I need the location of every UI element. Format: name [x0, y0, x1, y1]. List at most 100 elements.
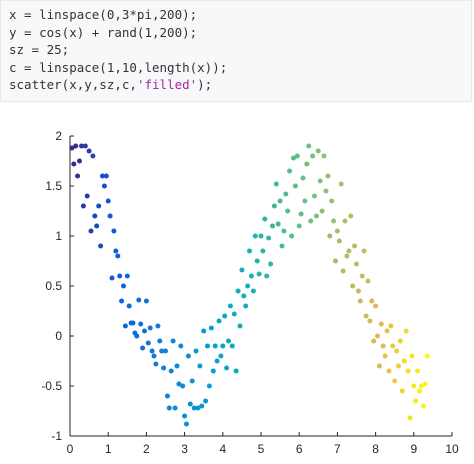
- scatter-point: [77, 158, 82, 164]
- scatter-point: [88, 228, 94, 234]
- scatter-point: [367, 318, 373, 324]
- scatter-point: [310, 153, 316, 159]
- scatter-point: [373, 303, 379, 309]
- scatter-point: [71, 161, 77, 167]
- scatter-point: [233, 368, 239, 374]
- scatter-point: [397, 338, 403, 344]
- scatter-point: [281, 228, 287, 234]
- scatter-point: [268, 261, 274, 267]
- scatter-point: [264, 273, 270, 279]
- scatter-point: [346, 248, 352, 254]
- scatter-point: [365, 278, 371, 284]
- scatter-point: [344, 253, 350, 259]
- scatter-point: [239, 267, 245, 273]
- scatter-point: [354, 261, 359, 267]
- scatter-point: [338, 181, 344, 187]
- scatter-point: [231, 311, 237, 317]
- scatter-point: [422, 381, 428, 387]
- scatter-point: [273, 181, 279, 187]
- scatter-point: [155, 323, 161, 329]
- scatter-point: [409, 353, 415, 359]
- scatter-point: [323, 188, 329, 194]
- scatter-point: [420, 403, 426, 409]
- scatter-point: [298, 211, 304, 217]
- scatter-point: [201, 328, 207, 334]
- scatter-point: [189, 378, 195, 384]
- scatter-point: [138, 321, 144, 327]
- scatter-point: [384, 328, 390, 334]
- scatter-point: [115, 253, 121, 259]
- scatter-point: [313, 213, 319, 219]
- scatter-point: [386, 368, 392, 374]
- y-tick-label: 1.5: [45, 179, 62, 193]
- scatter-point: [92, 213, 98, 219]
- x-tick-label: 7: [334, 442, 341, 456]
- x-tick-label: 5: [258, 442, 265, 456]
- code-line-4: c = linspace(1,10,length(x));: [9, 59, 228, 75]
- scatter-point: [159, 348, 165, 354]
- scatter-point: [82, 143, 88, 149]
- scatter-point: [334, 228, 340, 234]
- scatter-point: [350, 283, 356, 289]
- scatter-point: [394, 348, 400, 354]
- scatter-point: [361, 248, 367, 254]
- scatter-point: [396, 363, 401, 369]
- scatter-point: [117, 273, 123, 279]
- scatter-point: [336, 238, 342, 244]
- scatter-point: [94, 223, 100, 229]
- scatter-point: [136, 297, 142, 303]
- scatter-point: [235, 288, 241, 294]
- scatter-point: [80, 203, 86, 209]
- scatter-point: [174, 363, 180, 369]
- scatter-point: [306, 143, 312, 149]
- scatter-point: [122, 323, 128, 329]
- scatter-point: [388, 323, 394, 329]
- scatter-point: [222, 313, 228, 319]
- scatter-point: [392, 378, 398, 384]
- x-tick-label: 9: [410, 442, 417, 456]
- scatter-point: [371, 338, 377, 344]
- scatter-point: [359, 273, 365, 279]
- scatter-point: [149, 348, 155, 354]
- scatter-point: [75, 173, 81, 179]
- scatter-point: [98, 243, 104, 249]
- x-tick-label: 3: [181, 442, 188, 456]
- scatter-point: [248, 273, 254, 279]
- scatter-points: [69, 143, 430, 427]
- scatter-point: [403, 328, 409, 334]
- scatter-point: [252, 233, 258, 239]
- scatter-point: [224, 365, 230, 371]
- scatter-point: [203, 398, 209, 404]
- tick-labels: 0 1 2 3 4 5 6 7 8 9 10 2 1.5 1 0.5 0 -0.5 -1: [41, 129, 459, 456]
- scatter-point: [292, 183, 298, 189]
- scatter-point: [390, 343, 396, 349]
- scatter-point: [151, 353, 157, 359]
- scatter-point: [304, 161, 310, 167]
- scatter-point: [208, 325, 214, 331]
- scatter-point: [375, 333, 380, 339]
- scatter-point: [417, 388, 422, 394]
- scatter-point: [193, 348, 199, 354]
- code-line-5-text: scatter(x,y,sz,c,: [9, 77, 137, 92]
- scatter-point: [413, 398, 419, 404]
- scatter-point: [271, 203, 277, 209]
- scatter-point: [100, 173, 105, 179]
- scatter-point: [142, 328, 147, 334]
- scatter-point: [254, 258, 260, 264]
- scatter-point: [260, 248, 266, 254]
- scatter-point: [399, 388, 405, 394]
- code-line-3: sz = 25;: [9, 42, 70, 57]
- code-line-5-end: );: [197, 77, 213, 92]
- scatter-point: [161, 365, 167, 371]
- scatter-point: [130, 320, 136, 326]
- scatter-point: [294, 153, 300, 159]
- scatter-point: [245, 283, 251, 289]
- scatter-point: [185, 353, 191, 359]
- scatter-point: [212, 343, 218, 349]
- scatter-point: [121, 283, 126, 289]
- scatter-point: [109, 275, 115, 281]
- scatter-point: [363, 313, 369, 319]
- scatter-point: [168, 368, 174, 374]
- scatter-point: [229, 343, 235, 349]
- scatter-point: [247, 248, 252, 254]
